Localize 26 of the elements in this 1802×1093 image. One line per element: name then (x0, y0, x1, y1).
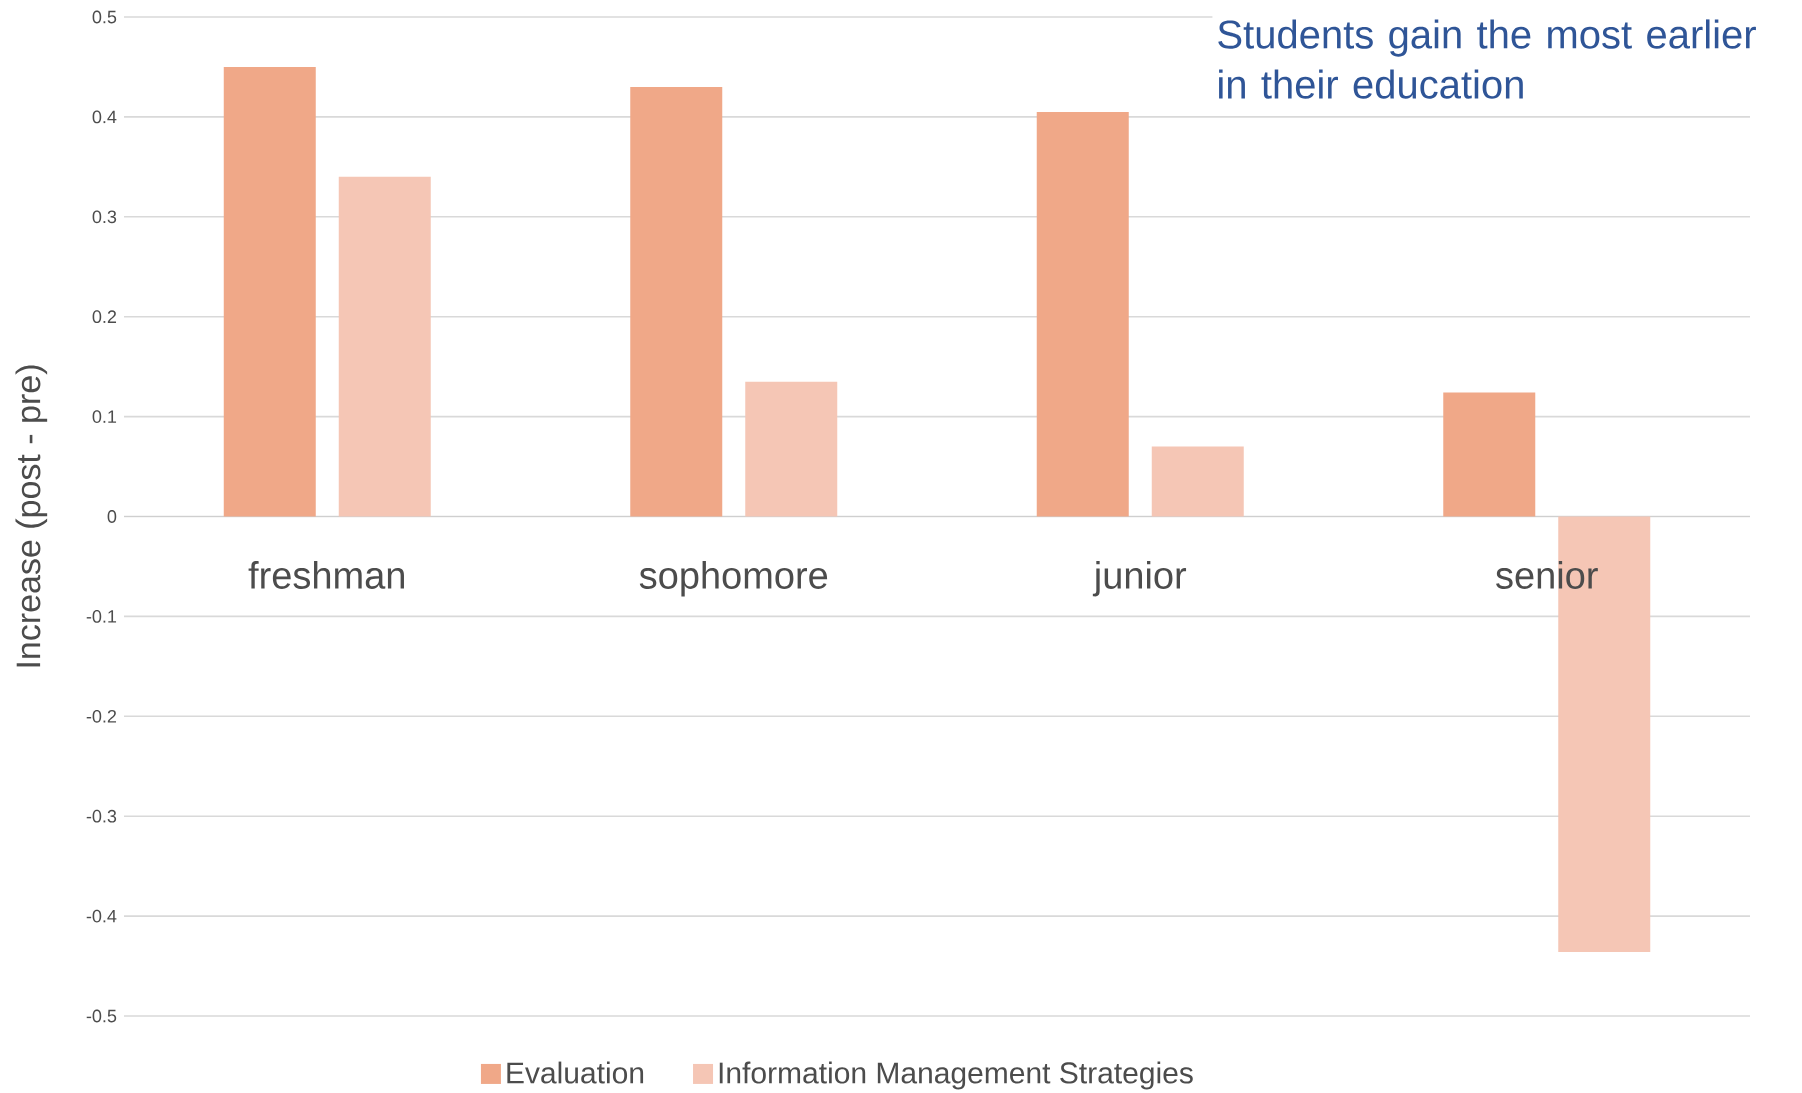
x-tick-label: senior (1496, 560, 1598, 589)
y-tick-label: 0 (107, 510, 117, 523)
x-tick-label: sophomore (639, 560, 828, 597)
text: Students gain the most earlier in their education (1218, 19, 1756, 99)
y-tick-label: 0.5 (92, 10, 117, 24)
y-tick-label: 0.1 (92, 410, 117, 423)
y-tick-label: -0.2 (86, 709, 117, 723)
y-tick-label: -0.1 (86, 610, 117, 623)
x-tick-label: junior (1092, 560, 1187, 597)
bar (338, 176, 431, 517)
y-tick-label: -0.4 (86, 909, 117, 923)
y-tick-label: 0.2 (92, 310, 117, 324)
bar (1443, 392, 1536, 517)
y-tick-label: 0.4 (92, 110, 117, 124)
y-tick-label: 0.3 (92, 210, 117, 224)
y-tick-label: -0.3 (86, 809, 117, 823)
bar (630, 86, 723, 517)
bar (1151, 446, 1244, 517)
legend-label: Information Management Strategies (719, 1061, 1193, 1090)
x-tick-label: freshman (248, 560, 404, 589)
legend-label: Evaluation (507, 1061, 644, 1084)
y-axis-title: Increase (post - pre) (15, 365, 48, 667)
y-tick-label: -0.5 (86, 1009, 117, 1023)
bar (1036, 111, 1129, 517)
bar (223, 66, 316, 517)
bar (745, 381, 838, 517)
